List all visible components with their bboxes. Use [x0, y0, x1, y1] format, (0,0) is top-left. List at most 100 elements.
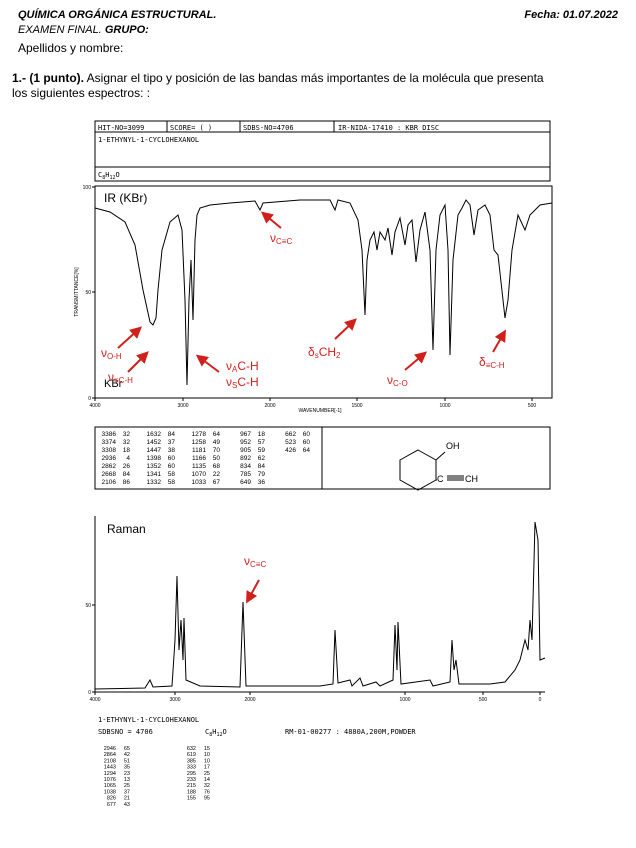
- peak-intensity: 10: [204, 758, 210, 764]
- peak-intensity: 57: [258, 439, 266, 446]
- ann-ch-alkyne: ν≡C-H: [108, 370, 133, 385]
- peak-position: 1258: [192, 439, 207, 446]
- s: C≡C: [276, 237, 292, 246]
- x-tick-label: 2000: [244, 697, 255, 703]
- peak-position: 1294: [104, 771, 116, 777]
- arrow: [246, 579, 260, 604]
- s: 2: [336, 351, 341, 360]
- x-tick-label: 1000: [439, 403, 450, 409]
- peak-intensity: 68: [213, 463, 221, 470]
- course: QUÍMICA ORGÁNICA ESTRUCTURAL.: [18, 8, 216, 21]
- peak-intensity: 51: [124, 758, 130, 764]
- peak-position: 333: [187, 765, 196, 771]
- ann-oh: νO-H: [101, 346, 122, 361]
- compound: 1-ETHYNYL-1-CYCLOHEXANOL: [98, 136, 199, 144]
- peak-intensity: 14: [204, 777, 210, 783]
- peak-position: 1443: [104, 765, 116, 771]
- struct-ch: CH: [465, 474, 478, 484]
- f: H: [212, 728, 216, 736]
- peak-intensity: 38: [168, 447, 176, 454]
- peak-intensity: 84: [123, 471, 131, 478]
- hit-no: HIT-NO=3099: [98, 124, 144, 132]
- peak-intensity: 22: [213, 471, 221, 478]
- arrow: [404, 351, 428, 371]
- ann-ch2: δsCH2: [308, 345, 341, 360]
- f: C: [98, 171, 102, 179]
- ann-cc: νC≡C: [270, 231, 292, 246]
- peak-intensity: 21: [124, 796, 130, 802]
- raman-formula: C8H12O: [205, 728, 227, 738]
- peak-intensity: 18: [258, 431, 266, 438]
- peak-intensity: 70: [213, 447, 221, 454]
- peak-position: 2862: [102, 463, 117, 470]
- peak-intensity: 59: [258, 447, 266, 454]
- group-label: GRUPO:: [105, 24, 149, 36]
- f: H: [105, 171, 109, 179]
- s: ν: [226, 359, 232, 373]
- peak-position: 1352: [147, 463, 162, 470]
- peak-intensity: 79: [258, 471, 266, 478]
- question-number: 1.- (1 punto).: [12, 71, 84, 85]
- peak-position: 826: [107, 796, 116, 802]
- peak-intensity: 35: [124, 765, 130, 771]
- s: O-H: [107, 352, 122, 361]
- peak-position: 3386: [102, 431, 117, 438]
- peak-position: 523: [285, 439, 296, 446]
- peak-intensity: 67: [213, 479, 221, 486]
- peak-position: 952: [240, 439, 251, 446]
- peak-position: 2864: [104, 752, 116, 758]
- peak-position: 2106: [102, 479, 117, 486]
- ir-spectrum: [94, 199, 553, 386]
- peak-intensity: 37: [168, 439, 176, 446]
- question-text: Asignar el tipo y posición de las bandas…: [87, 71, 544, 85]
- peak-position: 1447: [147, 447, 162, 454]
- ir-source: IR-NIDA-17410 : KBR DISC: [338, 124, 439, 132]
- s: s: [315, 351, 319, 360]
- peak-intensity: 4: [126, 455, 130, 462]
- peak-intensity: 42: [124, 752, 130, 758]
- peak-intensity: 26: [123, 463, 131, 470]
- struct-oh: OH: [446, 441, 460, 451]
- raman-compound: 1-ETHYNYL-1-CYCLOHEXANOL: [98, 716, 199, 724]
- x-tick-label: 1500: [351, 403, 362, 409]
- peak-position: 188: [187, 789, 196, 795]
- peak-position: 1332: [147, 479, 162, 486]
- s: ν: [226, 375, 232, 389]
- peak-position: 1341: [147, 471, 162, 478]
- peak-intensity: 32: [123, 439, 131, 446]
- triple-bond: [447, 475, 464, 481]
- x-tick-label: 4000: [89, 403, 100, 409]
- peak-intensity: 60: [168, 455, 176, 462]
- formula: C8H12O: [98, 171, 120, 181]
- arrow: [117, 326, 142, 349]
- peak-intensity: 64: [303, 447, 311, 454]
- peak-position: 3374: [102, 439, 117, 446]
- peak-intensity: 15: [204, 746, 210, 752]
- s: A: [232, 365, 238, 374]
- f: 8: [102, 175, 105, 181]
- y-tick-label: 100: [83, 185, 92, 191]
- peak-position: 1033: [192, 479, 207, 486]
- s: C≡C: [250, 560, 266, 569]
- peak-position: 785: [240, 471, 251, 478]
- ir-xlabel: WAVENUMBER[-1]: [298, 408, 342, 414]
- peak-intensity: 60: [303, 431, 311, 438]
- peak-intensity: 62: [258, 455, 266, 462]
- arrow: [492, 329, 507, 353]
- peak-position: 1166: [192, 455, 206, 462]
- ann-ch-a: νAC-H: [226, 359, 259, 374]
- peak-intensity: 84: [168, 431, 176, 438]
- s: CH: [319, 345, 336, 359]
- peak-position: 892: [240, 455, 251, 462]
- ir-title: IR (KBr): [104, 191, 147, 205]
- peak-position: 1070: [192, 471, 207, 478]
- s: C-O: [393, 379, 408, 388]
- peak-position: 905: [240, 447, 251, 454]
- peak-position: 1135: [192, 463, 206, 470]
- peak-position: 1278: [192, 431, 207, 438]
- peak-position: 662: [285, 431, 296, 438]
- peak-position: 215: [187, 783, 196, 789]
- peak-position: 385: [187, 758, 196, 764]
- s: δ: [479, 355, 486, 369]
